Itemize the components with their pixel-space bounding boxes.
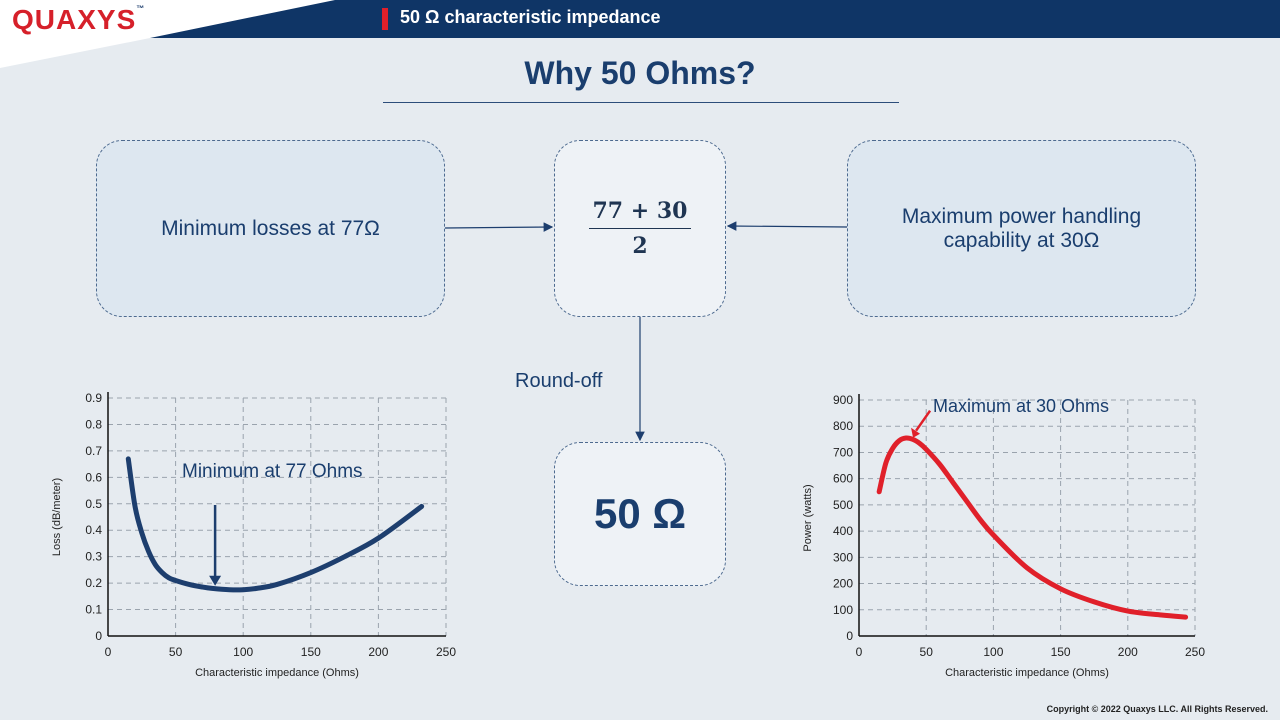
max-power-text: Maximum power handling capability at 30Ω [901,204,1142,252]
power-chart: 0 50 100 150 200 250 0 100 200 300 400 500 600 700 800… [802,393,1205,679]
header-blue-bar [150,0,1280,38]
y-tick-label: 500 [833,498,853,512]
fraction-numerator: 77 + 30 [588,198,692,229]
y-tick-label: 0.3 [85,550,102,564]
fraction-denominator: 2 [632,233,648,259]
y-tick-label: 0.2 [85,576,102,590]
roundoff-label: Round-off [515,370,603,392]
title-underline [383,102,899,103]
min-loss-text: Minimum losses at 77Ω [161,216,380,240]
y-tick-label: 400 [833,524,853,538]
result-value: 50 Ω [593,490,687,537]
x-axis-label: Characteristic impedance (Ohms) [195,667,359,679]
x-axis-label: Characteristic impedance (Ohms) [945,667,1109,679]
y-axis-label: Loss (dB/meter) [51,478,63,556]
y-tick-label: 0.8 [85,417,102,431]
y-tick-label: 800 [833,419,853,433]
x-tick-label: 150 [1051,645,1071,659]
y-axis-label: Power (watts) [802,484,814,551]
x-tick-label: 0 [856,645,863,659]
y-tick-label: 0.1 [85,603,102,617]
copyright-notice: Copyright © 2022 Quaxys LLC. All Rights … [1046,704,1268,714]
header-accent-bar [382,8,388,30]
result-box: 50 Ω [554,442,726,586]
x-tick-label: 100 [983,645,1003,659]
y-tick-label: 0.4 [85,523,102,537]
header-title: 50 Ω characteristic impedance [400,7,661,27]
x-tick-label: 50 [920,645,934,659]
x-tick-label: 250 [436,645,456,659]
average-box: 77 + 30 2 [554,140,726,317]
x-tick-label: 100 [233,645,253,659]
y-tick-label: 300 [833,550,853,564]
y-tick-label: 0.5 [85,497,102,511]
x-tick-label: 0 [105,645,112,659]
x-tick-label: 200 [368,645,388,659]
min-loss-box: Minimum losses at 77Ω [96,140,445,317]
header-band [0,0,1280,68]
x-tick-label: 50 [169,645,183,659]
x-tick-label: 250 [1185,645,1205,659]
annotation-arrow-shaft [915,409,932,432]
brand-logo: QUAXYS™ [12,4,145,36]
logo-text: QUAXYS [12,4,137,35]
y-tick-label: 0 [846,629,853,643]
loss-chart: 0 50 100 150 200 250 0 0.1 0.2 0.3 0.4 0.5 0.6 0.7 0.8… [51,391,456,679]
y-tick-label: 0.7 [85,444,102,458]
max-power-box: Maximum power handling capability at 30Ω [847,140,1196,317]
series-line [125,456,425,593]
y-tick-label: 700 [833,445,853,459]
x-tick-label: 150 [301,645,321,659]
annotation-arrowhead [911,427,921,438]
y-tick-label: 200 [833,577,853,591]
arrow-left-to-center [444,222,554,232]
slide-title: Why 50 Ohms? [524,55,756,91]
average-fraction: 77 + 30 2 [588,198,692,259]
y-tick-label: 900 [833,393,853,407]
annotation-label: Maximum at 30 Ohms [933,396,1109,416]
series-line [876,435,1189,620]
y-tick-label: 100 [833,603,853,617]
y-tick-label: 0.6 [85,470,102,484]
annotation-arrowhead [209,575,222,586]
y-tick-label: 600 [833,472,853,486]
logo-trademark: ™ [136,4,146,13]
annotation-label: Minimum at 77 Ohms [182,461,363,482]
y-tick-label: 0.9 [85,391,102,405]
arrow-right-to-center [726,221,848,231]
y-tick-label: 0 [95,629,102,643]
x-tick-label: 200 [1118,645,1138,659]
